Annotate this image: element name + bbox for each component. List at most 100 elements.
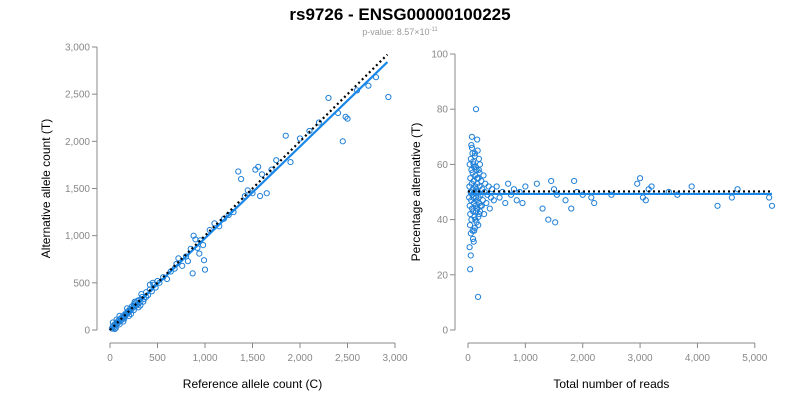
x-tick-label: 3,000 (628, 353, 653, 364)
data-point (238, 175, 245, 183)
y-tick-label: 1,000 (65, 231, 90, 242)
data-point (282, 132, 289, 139)
data-point (768, 202, 776, 209)
p-value-exponent: -11 (430, 27, 439, 33)
data-point (149, 279, 156, 286)
data-point (365, 82, 372, 89)
data-point (255, 163, 262, 170)
data-point (472, 216, 479, 223)
data-point (496, 194, 503, 201)
y-tick-label: 0 (84, 326, 90, 337)
fit-line (109, 61, 389, 331)
x-tick-label: 2,500 (335, 353, 360, 364)
percentage-alternative-scatter-panel: 0 1,000 2,000 3,000 4,000 5,000 0 20 40 60 80 100 To… (409, 50, 776, 391)
data-point (479, 197, 487, 204)
data-point (466, 244, 473, 251)
x-tick-label: 5,000 (742, 353, 767, 364)
data-point (244, 187, 251, 194)
data-point (469, 235, 477, 243)
x-tick-label: 2,000 (570, 353, 595, 364)
data-point (505, 180, 512, 187)
data-point (568, 205, 575, 212)
data-point (519, 199, 526, 207)
data-point (467, 266, 474, 273)
data-point (552, 219, 559, 226)
p-value-subtitle: p-value: 8.57×10-11 (362, 27, 438, 37)
data-point (539, 205, 546, 212)
data-point (472, 106, 480, 113)
data-point (471, 213, 478, 220)
data-point (766, 194, 773, 201)
data-point (474, 136, 481, 143)
x-axis-label: Reference allele count (C) (183, 377, 322, 391)
data-point (473, 205, 480, 212)
data-point (184, 258, 191, 265)
data-point (339, 138, 346, 145)
data-point (471, 153, 478, 160)
data-point (475, 166, 482, 174)
data-point (175, 255, 182, 262)
data-point (135, 304, 142, 311)
data-point (734, 186, 741, 193)
data-point (249, 190, 256, 197)
data-point (480, 172, 487, 179)
data-point (476, 161, 484, 168)
data-point (588, 194, 595, 201)
y-tick-label: 500 (73, 278, 90, 289)
data-point (315, 119, 323, 126)
data-point (179, 262, 186, 269)
data-point (200, 257, 208, 264)
data-point (287, 158, 294, 166)
x-tick-label: 2,000 (287, 353, 312, 364)
reference-line (109, 53, 389, 331)
data-point (273, 157, 280, 164)
y-tick-label: 80 (437, 105, 449, 116)
data-point (306, 127, 313, 135)
data-point (493, 183, 500, 190)
data-point (385, 93, 392, 101)
data-point (648, 183, 655, 190)
data-point (125, 312, 133, 319)
y-tick-label: 20 (437, 270, 449, 281)
data-point (466, 222, 474, 229)
x-tick-label: 1,000 (513, 353, 538, 364)
data-point (124, 305, 131, 312)
data-point (189, 270, 196, 277)
p-value-times: ×10 (414, 27, 429, 37)
data-point (488, 186, 496, 193)
y-axis-label: Percentage alternative (T) (409, 123, 423, 262)
y-tick-label: 60 (437, 160, 449, 171)
data-point (474, 147, 481, 154)
data-point (475, 222, 482, 229)
data-point (476, 169, 483, 176)
data-point (257, 192, 264, 200)
data-point (482, 180, 489, 187)
data-point (470, 238, 477, 245)
data-point (571, 177, 578, 185)
data-point (483, 199, 490, 207)
y-tick-label: 3,000 (65, 43, 90, 54)
data-point (548, 177, 555, 185)
data-point (522, 183, 529, 190)
data-point (258, 171, 266, 178)
data-point (486, 205, 493, 212)
data-point (467, 175, 474, 182)
data-point (714, 202, 721, 209)
data-point (196, 250, 203, 257)
allele-count-scatter-panel: 0 500 1,000 1,500 2,000 2,500 3,000 0 500 1,000 1,… (39, 43, 408, 392)
data-point (470, 158, 477, 165)
data-point (485, 183, 492, 190)
data-point (513, 197, 520, 204)
data-point (688, 183, 695, 190)
x-axis-label: Total number of reads (553, 377, 669, 391)
y-tick-label: 2,000 (65, 137, 90, 148)
data-point (201, 266, 209, 273)
chart-title: rs9726 - ENSG00000100225 (289, 5, 510, 24)
data-point (467, 252, 474, 259)
data-point (591, 199, 598, 207)
y-tick-label: 1,500 (65, 184, 90, 195)
data-point (636, 175, 644, 182)
data-point (468, 141, 475, 149)
data-point (325, 94, 332, 102)
